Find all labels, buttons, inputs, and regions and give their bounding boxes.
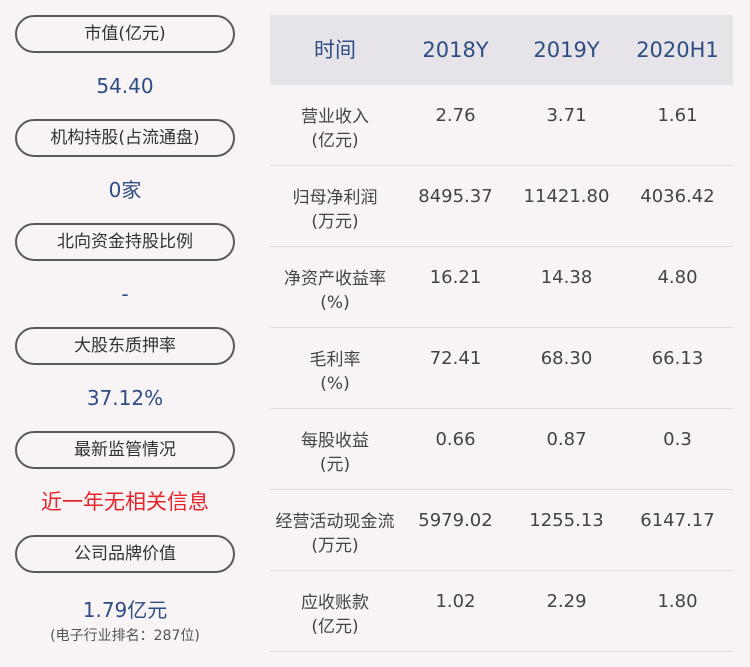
summary-panel: 市值(亿元) 54.40 机构持股(占流通盘) 0家 北向资金持股比例 - 大股… [15,15,235,645]
cell-2019: 1255.13 [529,510,604,531]
cell-2018: 8495.37 [418,186,493,207]
northbound-holding-label: 北向资金持股比例 [15,223,235,261]
market-cap-value: 54.40 [96,74,154,98]
table-row: 应收账款 (亿元) 1.02 2.29 1.80 [270,571,733,652]
institutional-holdings-value: 0家 [108,178,142,202]
cell-2019: 0.87 [546,429,587,450]
header-period: 时间 [314,38,356,62]
pledge-rate-value: 37.12% [86,386,164,410]
metric-name: 毛利率 [309,350,361,370]
cell-2020h1: 4036.42 [640,186,715,207]
row-label: 净资产收益率 (%) [270,247,400,327]
row-label: 毛利率 (%) [270,328,400,408]
institutional-holdings-label: 机构持股(占流通盘) [15,119,235,157]
metric-name: 营业收入 [301,107,369,127]
table-row: 毛利率 (%) 72.41 68.30 66.13 [270,328,733,409]
cell-2020h1: 4.80 [657,267,698,288]
cell-2019: 3.71 [546,105,587,126]
table-row: 营业收入 (亿元) 2.76 3.71 1.61 [270,85,733,166]
metric-name: 经营活动现金流 [275,512,395,532]
metric-unit: (万元) [311,536,359,556]
row-label: 应收账款 (亿元) [270,571,400,651]
table-row: 每股收益 (元) 0.66 0.87 0.3 [270,409,733,490]
brand-value-label: 公司品牌价值 [15,535,235,573]
header-2018: 2018Y [422,38,489,62]
cell-2018: 5979.02 [418,510,493,531]
table-row: 归母净利润 (万元) 8495.37 11421.80 4036.42 [270,166,733,247]
financial-table: 时间 2018Y 2019Y 2020H1 营业收入 (亿元) 2.76 3.7… [270,15,733,652]
pledge-rate-label: 大股东质押率 [15,327,235,365]
cell-2019: 11421.80 [523,186,610,207]
row-label: 营业收入 (亿元) [270,85,400,165]
metric-unit: (万元) [311,212,359,232]
cell-2020h1: 6147.17 [640,510,715,531]
brand-value-value: 1.79亿元 [82,598,168,622]
cell-2018: 0.66 [435,429,476,450]
table-header: 时间 2018Y 2019Y 2020H1 [270,15,733,85]
metric-name: 每股收益 [301,431,369,451]
cell-2020h1: 1.80 [657,591,698,612]
metric-unit: (亿元) [311,131,359,151]
row-label: 经营活动现金流 (万元) [270,490,400,570]
row-label: 每股收益 (元) [270,409,400,489]
cell-2019: 68.30 [540,348,593,369]
cell-2018: 1.02 [435,591,476,612]
cell-2018: 16.21 [429,267,482,288]
regulatory-status-label: 最新监管情况 [15,431,235,469]
table-row: 经营活动现金流 (万元) 5979.02 1255.13 6147.17 [270,490,733,571]
metric-name: 归母净利润 [292,188,378,208]
market-cap-label: 市值(亿元) [15,15,235,53]
metric-name: 应收账款 [301,593,369,613]
metric-unit: (元) [319,455,351,475]
brand-rank-note: (电子行业排名：287位) [50,628,200,644]
cell-2019: 2.29 [546,591,587,612]
header-2019: 2019Y [533,38,600,62]
row-label: 归母净利润 (万元) [270,166,400,246]
cell-2020h1: 66.13 [651,348,704,369]
metric-unit: (%) [320,293,350,313]
northbound-holding-value: - [121,282,129,306]
cell-2020h1: 0.3 [663,429,692,450]
cell-2018: 2.76 [435,105,476,126]
metric-unit: (%) [320,374,350,394]
cell-2018: 72.41 [429,348,482,369]
header-2020h1: 2020H1 [636,38,719,62]
table-row: 净资产收益率 (%) 16.21 14.38 4.80 [270,247,733,328]
metric-unit: (亿元) [311,617,359,637]
cell-2019: 14.38 [540,267,593,288]
cell-2020h1: 1.61 [657,105,698,126]
regulatory-status-value: 近一年无相关信息 [41,490,209,514]
metric-name: 净资产收益率 [284,269,386,289]
